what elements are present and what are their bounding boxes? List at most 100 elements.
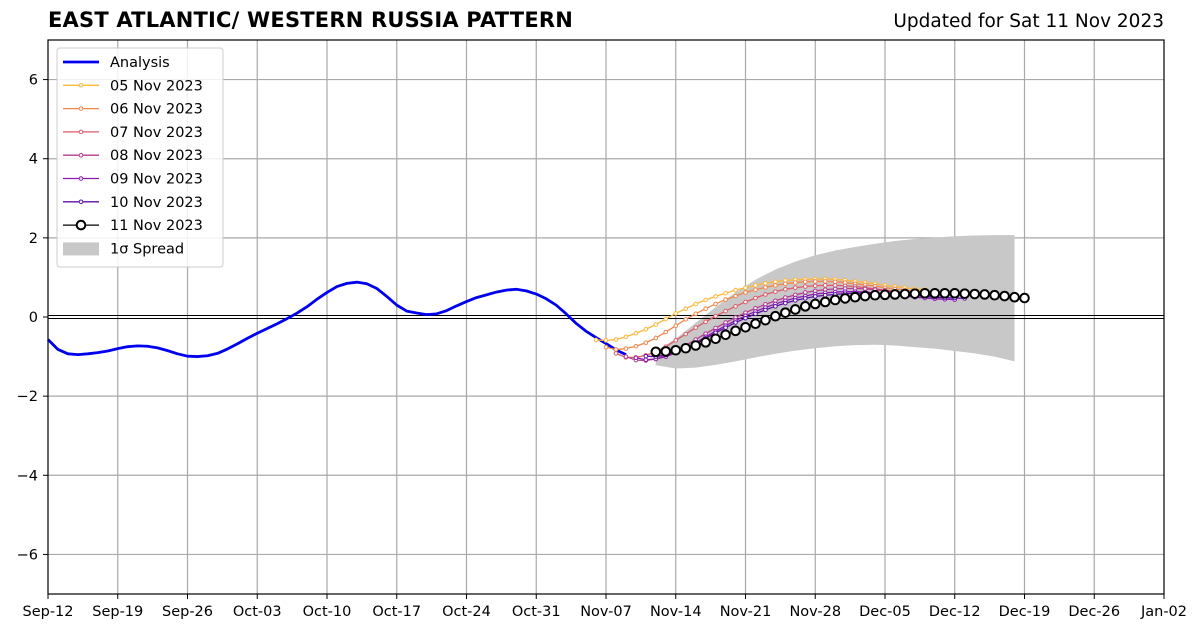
- forecast-point: [623, 354, 629, 359]
- legend-label: 09 Nov 2023: [110, 172, 203, 188]
- forecast-point: [733, 287, 738, 293]
- forecast-point: [673, 311, 679, 316]
- legend-label: 07 Nov 2023: [110, 125, 203, 141]
- y-tick-label: 0: [29, 310, 38, 326]
- legend-marker: [78, 152, 84, 158]
- x-tick-label: Oct-03: [233, 604, 282, 620]
- forecast-point: [733, 293, 738, 299]
- forecast-point: [703, 297, 708, 303]
- forecast-point: [740, 321, 751, 333]
- forecast-point: [773, 289, 778, 294]
- forecast-point: [999, 290, 1010, 302]
- forecast-point: [723, 297, 728, 302]
- forecast-point: [979, 289, 990, 300]
- forecast-point: [743, 290, 748, 295]
- forecast-point: [763, 307, 768, 313]
- forecast-point: [799, 301, 811, 312]
- forecast-point: [663, 329, 669, 335]
- legend-item-1-spread: 1σ Spread: [63, 241, 184, 257]
- forecast-point: [693, 325, 698, 330]
- x-tick-label: Dec-12: [929, 604, 981, 620]
- forecast-point: [919, 287, 931, 299]
- forecast-point: [869, 289, 881, 301]
- legend-marker: [75, 219, 87, 231]
- forecast-point: [929, 287, 941, 299]
- forecast-point: [673, 338, 679, 343]
- forecast-point: [703, 306, 708, 311]
- forecast-point: [633, 355, 639, 361]
- forecast-point: [773, 279, 778, 285]
- forecast-point: [603, 344, 609, 350]
- x-tick-label: Sep-12: [22, 604, 73, 620]
- legend-marker: [78, 199, 84, 205]
- forecast-point: [753, 295, 758, 301]
- forecast-point: [822, 279, 828, 284]
- forecast-point: [720, 329, 731, 341]
- forecast-point: [793, 285, 798, 291]
- forecast-point: [680, 342, 692, 354]
- forecast-point: [783, 300, 788, 306]
- forecast-point: [753, 287, 758, 292]
- forecast-point: [959, 288, 971, 299]
- forecast-point: [812, 294, 818, 299]
- y-tick-label: −6: [17, 547, 38, 563]
- forecast-point: [723, 308, 728, 314]
- forecast-point: [849, 291, 861, 303]
- forecast-point: [653, 335, 659, 341]
- forecast-point: [710, 333, 721, 345]
- legend-item-10-nov-2023: 10 Nov 2023: [63, 195, 203, 211]
- zero-line: [48, 315, 1164, 319]
- forecast-point: [969, 288, 980, 300]
- legend-item-09-nov-2023: 09 Nov 2023: [63, 172, 203, 188]
- forecast-point: [839, 293, 851, 304]
- forecast-point: [733, 320, 738, 325]
- forecast-point: [693, 311, 698, 317]
- y-tick-label: −4: [17, 468, 38, 484]
- forecast-point: [650, 346, 662, 358]
- forecast-11-nov-2023: [650, 287, 1030, 358]
- y-tick-label: 6: [29, 73, 38, 89]
- forecast-point: [760, 314, 771, 326]
- forecast-point: [812, 283, 818, 289]
- forecast-point: [763, 285, 768, 290]
- forecast-point: [773, 283, 778, 288]
- forecast-point: [790, 304, 801, 315]
- forecast-point: [750, 318, 761, 330]
- legend-item-07-nov-2023: 07 Nov 2023: [63, 125, 203, 141]
- forecast-point: [593, 337, 599, 343]
- forecast-point: [989, 289, 1000, 301]
- legend-item-05-nov-2023: 05 Nov 2023: [63, 78, 203, 94]
- forecast-point: [613, 347, 619, 352]
- forecast-point: [653, 322, 659, 327]
- forecast-point: [683, 331, 689, 337]
- grid-lines: [48, 40, 1164, 594]
- x-tick-label: Oct-17: [372, 604, 421, 620]
- forecast-point: [643, 357, 649, 363]
- forecast-point: [812, 279, 818, 284]
- series-group: [47, 276, 1030, 363]
- forecast-point: [802, 279, 808, 285]
- forecast-point: [713, 294, 718, 299]
- forecast-point: [763, 292, 768, 297]
- forecast-point: [623, 334, 629, 340]
- forecast-point: [613, 351, 619, 356]
- x-tick-label: Dec-05: [859, 604, 911, 620]
- forecast-point: [673, 323, 679, 329]
- forecast-point: [832, 279, 838, 285]
- forecast-point: [829, 294, 841, 306]
- forecast-point: [949, 287, 961, 299]
- forecast-point: [633, 343, 639, 349]
- forecast-point: [723, 325, 728, 330]
- y-tick-label: 4: [29, 152, 38, 168]
- legend-label: 05 Nov 2023: [110, 78, 203, 94]
- forecast-point: [713, 313, 718, 319]
- forecast-point: [603, 338, 609, 343]
- forecast-point: [802, 296, 808, 301]
- forecast-point: [633, 330, 639, 336]
- legend-label: 08 Nov 2023: [110, 148, 203, 164]
- forecast-point: [822, 283, 828, 288]
- legend-box: [56, 47, 224, 268]
- plot-frame: [47, 39, 1165, 595]
- forecast-point: [1019, 292, 1030, 304]
